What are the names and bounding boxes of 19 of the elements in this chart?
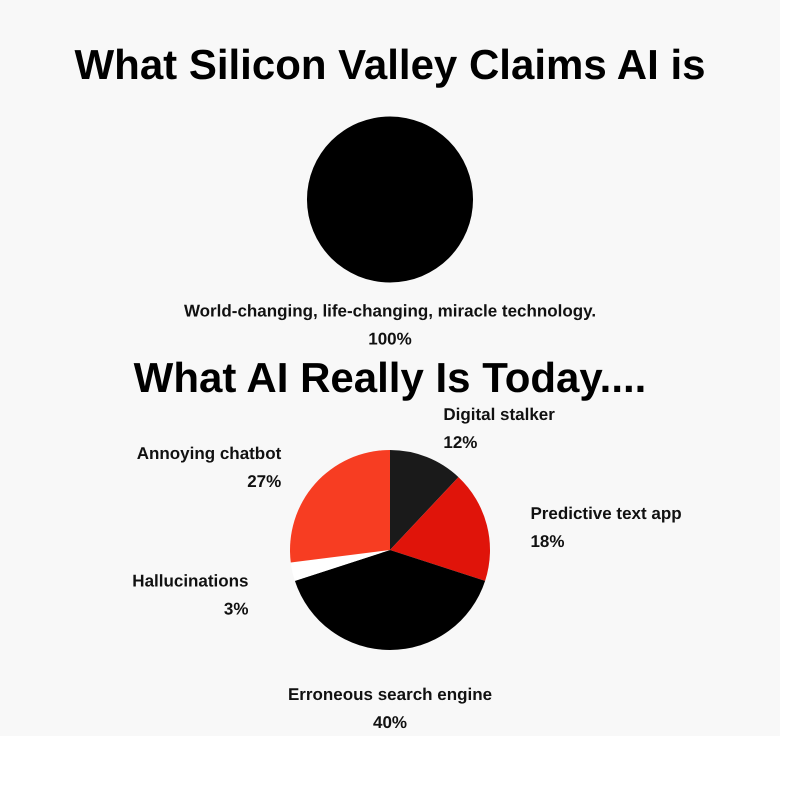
slice-label: Annoying chatbot (136, 444, 282, 464)
chart-title: What Silicon Valley Claims AI is (74, 41, 706, 88)
data-label: 40% (372, 713, 408, 732)
slice-label: Erroneous search engine (288, 685, 492, 704)
slice-label: Hallucinations (132, 572, 248, 591)
data-label: 100% (368, 330, 412, 348)
data-label: 27% (247, 472, 282, 492)
slice-label: Digital stalker (443, 405, 556, 424)
chart-title: What AI Really Is Today.... (134, 354, 646, 401)
slice-label: Predictive text app (530, 504, 682, 523)
pie-slice (390, 477, 490, 581)
data-label: 3% (224, 600, 248, 619)
pie-slice (290, 550, 390, 581)
pie-slice (290, 450, 390, 563)
data-label: 12% (443, 433, 478, 452)
data-label: 18% (530, 532, 564, 551)
pie-slice (390, 450, 458, 550)
pie-slice (294, 550, 486, 650)
slice-label: World-changing, life-changing, miracle technology. (184, 302, 596, 320)
